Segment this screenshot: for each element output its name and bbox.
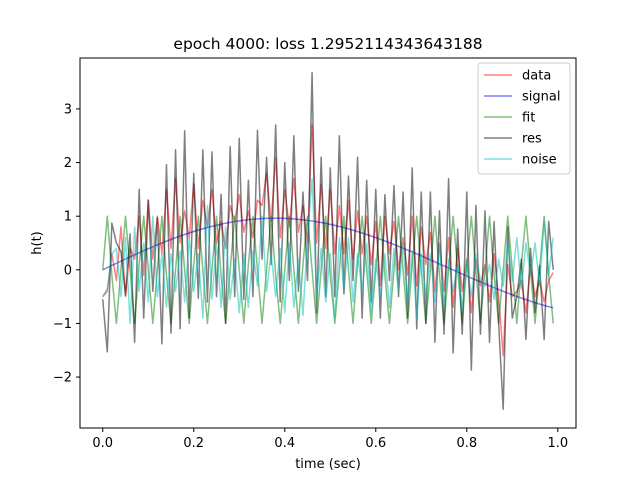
y-tick-label: 3 <box>64 102 72 117</box>
chart-title: epoch 4000: loss 1.2952114343643188 <box>173 35 482 53</box>
y-tick-label: 2 <box>64 156 72 171</box>
y-tick-label: 1 <box>64 210 72 225</box>
x-tick-label: 1.0 <box>547 436 568 451</box>
x-tick-label: 0.6 <box>365 436 386 451</box>
x-tick-label: 0.0 <box>92 436 113 451</box>
x-tick-label: 0.4 <box>274 436 295 451</box>
x-tick-label: 0.8 <box>456 436 477 451</box>
legend-label-fit: fit <box>522 111 535 126</box>
y-tick-label: −2 <box>53 371 72 386</box>
x-axis-label: time (sec) <box>295 457 361 472</box>
y-tick-label: 0 <box>64 263 72 278</box>
legend-box <box>477 62 571 175</box>
legend-label-signal: signal <box>522 90 560 105</box>
y-axis: −2 −1 0 1 2 3 <box>53 102 80 386</box>
axes-frame <box>79 57 577 429</box>
series-line-noise <box>102 177 554 325</box>
legend: data signal fit res noise <box>477 62 571 175</box>
legend-label-data: data <box>522 69 551 84</box>
x-axis: 0.0 0.2 0.4 0.6 0.8 1.0 <box>92 428 568 451</box>
legend-label-res: res <box>522 132 542 147</box>
x-tick-label: 0.2 <box>183 436 204 451</box>
y-axis-label: h(t) <box>30 231 45 254</box>
legend-label-noise: noise <box>522 153 557 168</box>
series-layer <box>102 71 554 410</box>
y-tick-label: −1 <box>53 317 72 332</box>
